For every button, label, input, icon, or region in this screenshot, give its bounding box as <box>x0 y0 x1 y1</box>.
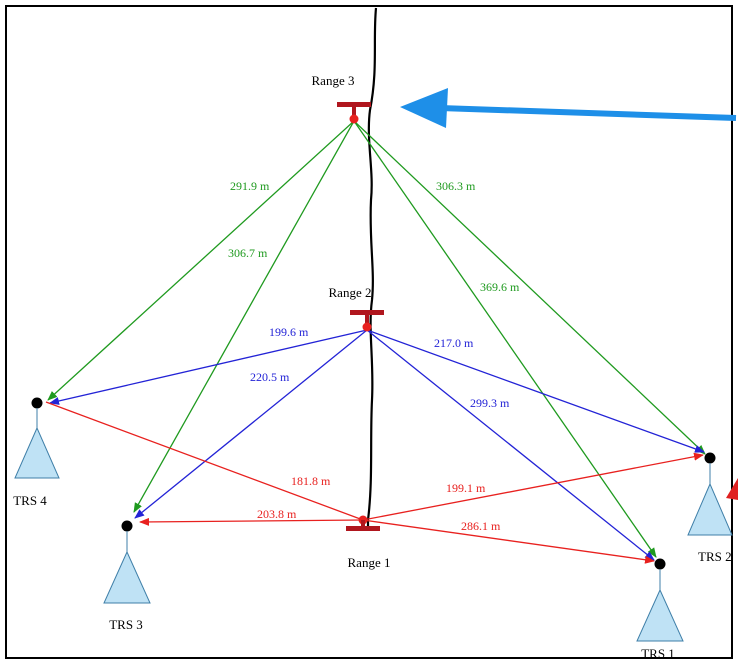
range-3-lines <box>47 120 706 558</box>
line-range1-trs3 <box>139 517 364 526</box>
range-3-label: Range 3 <box>312 73 355 88</box>
range-2-lines <box>49 329 705 561</box>
distance-label: 369.6 m <box>480 280 520 294</box>
station-trs-1 <box>636 558 684 642</box>
line-range3-trs2 <box>353 120 706 455</box>
range-2-label: Range 2 <box>329 285 372 300</box>
distance-label: 199.1 m <box>446 481 486 495</box>
trs-1-label: TRS 1 <box>641 646 675 661</box>
distance-label: 286.1 m <box>461 519 501 533</box>
station-trs-2 <box>687 452 733 536</box>
line-range3-trs3 <box>133 120 355 513</box>
line-range1-trs4 <box>45 401 364 521</box>
distance-label: 299.3 m <box>470 396 510 410</box>
range-1-marker <box>346 515 380 531</box>
range-3-marker <box>337 102 371 124</box>
distance-label: 306.7 m <box>228 246 268 260</box>
line-range3-trs4 <box>47 120 355 401</box>
distance-label: 220.5 m <box>250 370 290 384</box>
line-range1-trs1 <box>362 519 655 564</box>
red-pointer-arrow <box>726 478 738 500</box>
line-range2-trs3 <box>134 329 368 519</box>
line-range2-trs2 <box>366 329 705 453</box>
distance-label: 306.3 m <box>436 179 476 193</box>
range-2-marker <box>350 310 384 332</box>
distance-label: 199.6 m <box>269 325 309 339</box>
distance-label: 291.9 m <box>230 179 270 193</box>
trs-2-label: TRS 2 <box>698 549 732 564</box>
distance-label: 217.0 m <box>434 336 474 350</box>
distance-label: 181.8 m <box>291 474 331 488</box>
range-1-label: Range 1 <box>348 555 391 570</box>
range-1-lines <box>45 401 704 564</box>
line-range2-trs1 <box>366 329 655 561</box>
pointer-arrow <box>400 88 737 128</box>
trajectory-line <box>366 7 378 528</box>
line-range2-trs4 <box>49 329 368 405</box>
line-range3-trs1 <box>353 120 657 558</box>
station-trs-4 <box>14 397 60 479</box>
trs-3-label: TRS 3 <box>109 617 143 632</box>
distance-label: 203.8 m <box>257 507 297 521</box>
trs-4-label: TRS 4 <box>13 493 47 508</box>
station-trs-3 <box>103 520 151 604</box>
line-range1-trs2 <box>362 452 704 521</box>
